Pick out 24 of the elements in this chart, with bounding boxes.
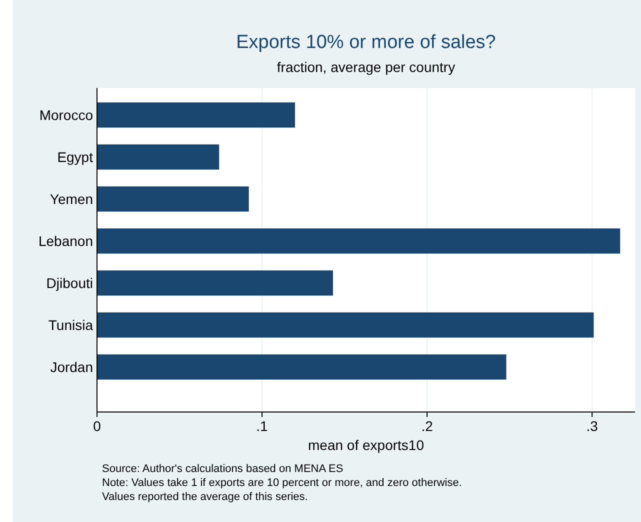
bar	[97, 354, 506, 380]
y-tick-label: Jordan	[50, 358, 93, 375]
text: Note: Values take 1 if exports are 10 percent or more, and zero otherwise.	[102, 477, 462, 489]
x-tick-label: 0	[93, 418, 102, 434]
y-tick-label: Yemen	[50, 190, 93, 207]
y-tick-label: Tunisia	[48, 316, 94, 333]
bar	[97, 144, 220, 170]
bar	[97, 102, 296, 128]
y-tick-label: Lebanon	[38, 232, 93, 249]
bar	[97, 228, 620, 254]
bar	[97, 312, 594, 338]
y-tick-label: Egypt	[57, 148, 94, 165]
chart-subtitle: fraction, average per country	[276, 59, 456, 75]
y-tick-label: Djibouti	[46, 274, 93, 291]
y-tick-label: Morocco	[39, 106, 94, 123]
x-tick-label: .2	[421, 418, 434, 434]
x-axis-title: mean of exports10	[308, 437, 424, 453]
bar	[97, 186, 249, 212]
x-tick-label: .3	[586, 418, 598, 434]
x-tick-label: .1	[256, 418, 268, 434]
source-note: Source: Author's calculations based on MENA ES	[102, 463, 344, 475]
bar	[97, 270, 333, 296]
text: Values reported the average of this series.	[102, 491, 308, 503]
chart-title: Exports 10% or more of sales?	[236, 32, 496, 53]
